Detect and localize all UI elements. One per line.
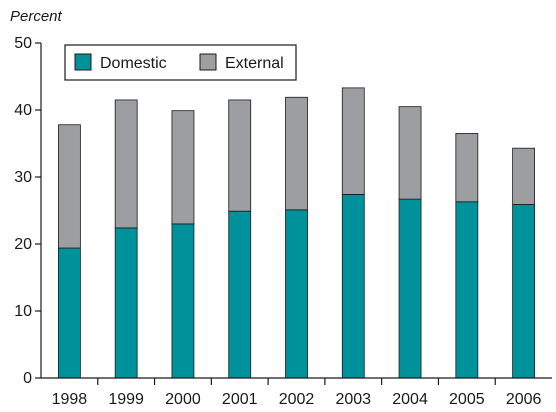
x-tick-label: 1999 xyxy=(108,391,144,408)
x-tick-label: 2004 xyxy=(392,391,428,408)
legend-swatch-domestic xyxy=(74,53,92,71)
y-tick-label: 10 xyxy=(14,303,32,320)
bar-external-2004 xyxy=(398,106,422,200)
y-axis-ticks: 0 10 20 30 40 50 xyxy=(14,35,41,387)
legend-label-external: External xyxy=(225,55,284,72)
y-tick-label: 30 xyxy=(14,169,32,186)
bar-domestic-1999 xyxy=(114,227,138,379)
x-tick-label: 2000 xyxy=(165,391,201,408)
legend-box xyxy=(64,44,297,81)
x-axis-ticks: 1998 1999 2000 2001 2002 2003 2004 2005 2006 xyxy=(52,378,542,408)
bar-domestic-2006 xyxy=(512,204,536,379)
bar-external-2005 xyxy=(455,133,479,203)
x-tick-label: 2006 xyxy=(506,391,542,408)
bars-group xyxy=(57,87,536,379)
bar-domestic-2001 xyxy=(228,210,252,379)
bar-external-2006 xyxy=(512,147,536,205)
x-tick-label: 2001 xyxy=(222,391,258,408)
y-tick-label: 0 xyxy=(23,370,32,387)
legend: Domestic External xyxy=(64,44,297,81)
y-tick-label: 50 xyxy=(14,35,32,52)
y-tick-label: 20 xyxy=(14,236,32,253)
x-tick-label: 2003 xyxy=(335,391,371,408)
bar-external-1998 xyxy=(57,124,81,249)
x-tick-label: 2005 xyxy=(449,391,485,408)
bar-external-1999 xyxy=(114,99,138,229)
y-axis-unit-label: Percent xyxy=(10,8,63,25)
y-tick-label: 40 xyxy=(14,102,32,119)
bar-external-2001 xyxy=(228,99,252,212)
legend-label-domestic: Domestic xyxy=(100,55,167,72)
x-tick-label: 2002 xyxy=(279,391,315,408)
bar-domestic-2005 xyxy=(455,201,479,379)
bar-domestic-1998 xyxy=(57,247,81,379)
bar-external-2002 xyxy=(285,96,308,211)
bar-external-2003 xyxy=(341,87,365,195)
x-tick-label: 1998 xyxy=(52,391,88,408)
bar-domestic-2004 xyxy=(398,198,422,379)
bar-domestic-2002 xyxy=(285,209,308,379)
legend-swatch-external xyxy=(199,53,217,71)
bar-domestic-2003 xyxy=(341,194,365,379)
bar-external-2000 xyxy=(171,110,195,225)
bar-domestic-2000 xyxy=(171,223,195,379)
